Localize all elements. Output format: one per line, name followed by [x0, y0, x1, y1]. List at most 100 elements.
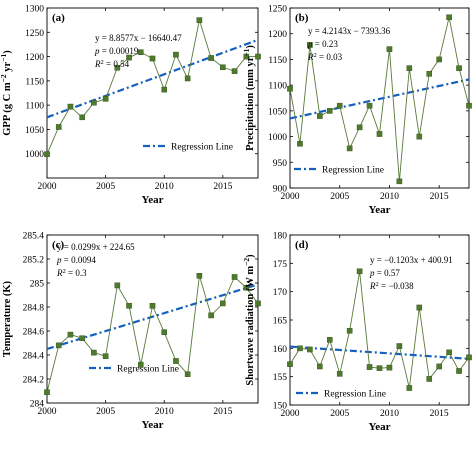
data-point [208, 312, 214, 319]
y-axis-label: Shortwave radiation (W m−2) [242, 254, 257, 386]
x-tick-label: 2005 [330, 192, 349, 202]
y-tick-label: 1100 [25, 102, 44, 112]
x-tick-label: 2005 [96, 407, 115, 417]
y-tick-label: 150 [273, 402, 288, 412]
data-point [126, 303, 132, 309]
p-value: p = 0.57 [369, 268, 400, 278]
chart-panel-b: 2000 2005 2010 2015 900 950 1000 1050 1100 1150 12… [242, 5, 472, 216]
data-point [386, 364, 393, 371]
data-point [356, 268, 363, 275]
data-point [466, 102, 472, 109]
y-tick-label: 1050 [268, 107, 287, 117]
regression-line [46, 283, 259, 351]
y-tick-label: 285.2 [23, 256, 45, 266]
plot-frame [46, 234, 259, 404]
panel-label: (d) [295, 239, 309, 251]
r-squared: R2 = −0.038 [369, 281, 414, 292]
data-point [55, 124, 62, 130]
data-point [79, 335, 85, 342]
data-point [297, 140, 303, 147]
y-tick-label: 1250 [268, 5, 287, 15]
data-point [366, 364, 373, 370]
y-tick-label: 285 [30, 280, 45, 290]
p-value: p = 0.23 [307, 39, 338, 49]
regression-equation: y = 0.0299x + 224.65 [57, 242, 135, 252]
data-point [356, 124, 363, 131]
y-tick-label: 900 [273, 185, 288, 195]
panel-label: (b) [295, 12, 309, 24]
y-axis-label: Temperature (K) [2, 280, 13, 357]
data-point [307, 346, 313, 353]
data-point [446, 14, 452, 21]
legend-label: Regression Line [171, 143, 233, 153]
x-axis-label: Year [369, 421, 391, 433]
data-point [137, 49, 144, 55]
regression-line [289, 78, 470, 120]
y-tick-label: 160 [273, 345, 288, 355]
x-tick-label: 2015 [430, 192, 449, 202]
chart-panel-c: 2000 2005 2010 2015 284 284.2 284.4 284.6 284.8 2… [2, 232, 261, 431]
y-tick-label: 1150 [25, 77, 44, 87]
p-value: p = 0.0094 [56, 255, 96, 265]
data-point [243, 53, 250, 60]
data-point [44, 151, 50, 158]
data-point [396, 343, 403, 349]
data-point [161, 86, 168, 93]
data-point [137, 361, 144, 368]
r-squared: R2 = 0.3 [56, 268, 87, 279]
data-point [79, 114, 85, 121]
data-point [173, 51, 179, 58]
x-axis-label: Year [369, 204, 391, 216]
y-tick-label: 1100 [268, 82, 287, 92]
y-tick-label: 1150 [268, 56, 287, 66]
x-tick-label: 2000 [38, 182, 57, 192]
y-tick-label: 170 [273, 288, 288, 298]
x-axis-label: Year [142, 194, 164, 206]
data-point [436, 56, 442, 63]
regression-line [289, 345, 470, 360]
regression-equation: y = 8.8577x − 16640.47 [95, 33, 182, 43]
panel-label: (a) [52, 12, 65, 24]
data-point [416, 304, 423, 311]
data-point [91, 99, 97, 106]
y-tick-label: 284.6 [23, 328, 45, 338]
data-point [44, 389, 50, 396]
data-point [326, 108, 333, 114]
chart-panel-a: 2000 2005 2010 2015 1000 1050 1100 1150 1200 1250… [0, 5, 261, 206]
data-point [346, 145, 353, 152]
data-point [67, 103, 74, 110]
y-tick-label: 1200 [268, 30, 287, 40]
data-point [396, 178, 403, 185]
data-point [436, 363, 442, 370]
y-tick-label: 284.4 [23, 352, 45, 362]
y-tick-label: 284.2 [23, 376, 45, 386]
y-tick-label: 1300 [25, 5, 44, 15]
y-tick-label: 284 [30, 400, 45, 410]
data-point [126, 54, 132, 61]
data-point [336, 371, 343, 377]
data-point [102, 96, 109, 102]
data-point [184, 371, 191, 378]
panel-label: (c) [52, 239, 65, 251]
data-point [466, 354, 472, 361]
data-point [326, 337, 333, 343]
data-point [406, 385, 413, 391]
data-point [287, 85, 293, 92]
plot-frame [289, 7, 470, 189]
data-point [366, 102, 373, 109]
data-point [386, 46, 393, 52]
x-tick-label: 2000 [38, 407, 57, 417]
data-point [67, 331, 74, 338]
y-axis-label: Precipitation (mm yr−1) [242, 45, 257, 151]
legend-label: Regression Line [324, 390, 386, 400]
x-tick-label: 2010 [380, 192, 399, 202]
data-point [317, 363, 323, 370]
legend-label: Regression Line [117, 365, 179, 375]
data-point [456, 368, 462, 374]
data-point [297, 345, 303, 352]
data-point [255, 53, 261, 60]
data-point [416, 133, 423, 140]
x-tick-label: 2010 [155, 182, 174, 192]
data-point [196, 273, 203, 279]
